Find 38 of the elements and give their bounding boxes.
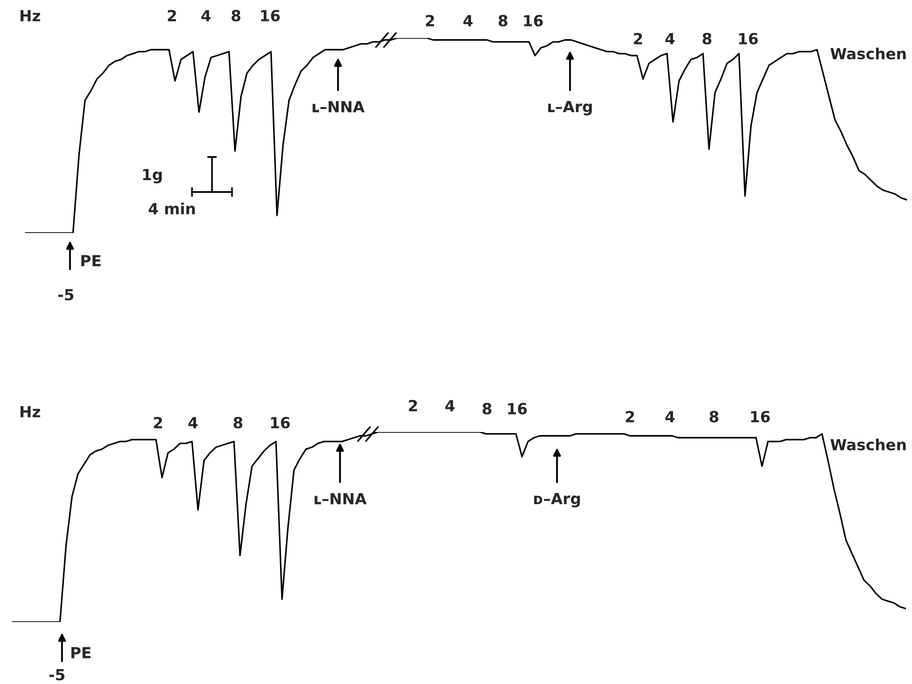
text: -5 — [49, 669, 64, 680]
text: 8 — [232, 10, 240, 22]
text: 2 — [426, 14, 434, 26]
annotation: ᴅ–Arg — [534, 492, 580, 508]
text: 8 — [498, 14, 508, 26]
text: Hz — [20, 10, 40, 22]
annotation: 16 — [739, 32, 758, 44]
text: PE — [71, 647, 91, 658]
text: 2 — [626, 410, 634, 422]
text: 2 — [168, 10, 176, 22]
annotation: ʟ–Arg — [548, 100, 592, 116]
text: -5 — [58, 289, 74, 300]
text: 16 — [261, 10, 280, 22]
text: 16 — [271, 416, 290, 428]
annotation: Waschen — [830, 48, 906, 60]
text: 4 — [445, 400, 455, 412]
text: 8 — [710, 410, 718, 422]
annotation: 1g — [143, 168, 162, 184]
text: 4 — [665, 411, 675, 422]
annotation: 4 — [665, 33, 675, 44]
annotation: 8 — [702, 32, 712, 44]
text: 16 — [524, 14, 543, 26]
text: 16 — [508, 402, 527, 414]
annotation: 2 — [634, 32, 642, 44]
text: 4 — [463, 15, 473, 26]
text: 2 — [408, 400, 417, 412]
text: Hz — [20, 406, 40, 418]
text: PE — [81, 255, 101, 266]
text: 16 — [751, 410, 770, 422]
text: 8 — [482, 402, 492, 414]
text: 4 — [201, 10, 211, 22]
text: 4 — [188, 417, 198, 428]
annotation: 4 min — [148, 202, 195, 214]
annotation: ʟ–NNA — [314, 493, 367, 504]
text: 2 — [154, 416, 162, 428]
text: 8 — [234, 416, 242, 428]
annotation: Waschen — [830, 438, 906, 450]
annotation: ʟ–NNA — [312, 101, 365, 112]
